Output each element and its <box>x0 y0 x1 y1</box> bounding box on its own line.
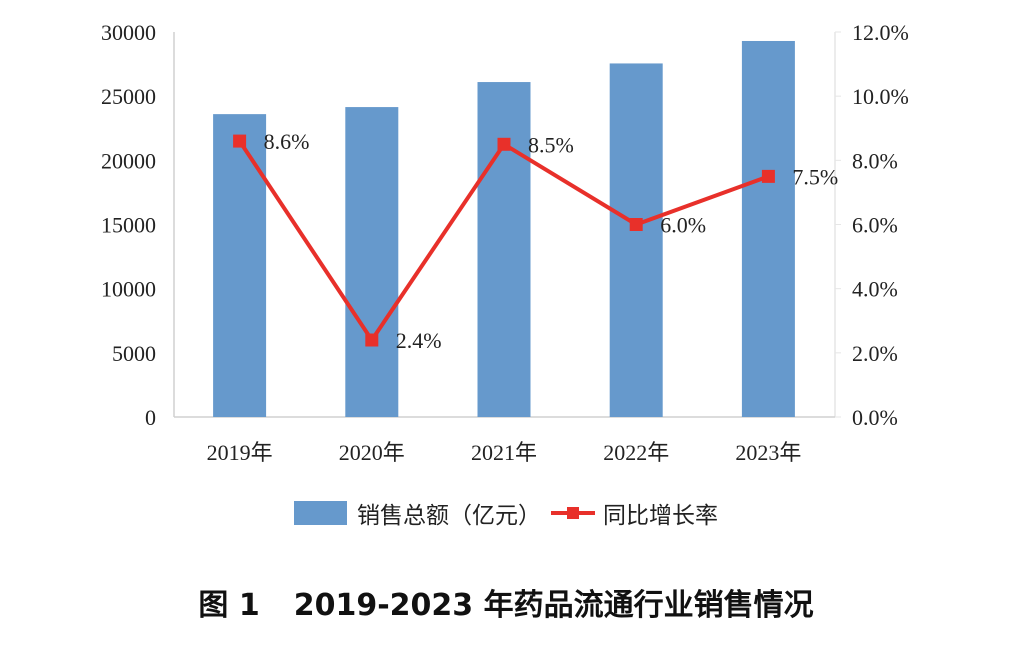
growth-rate-marker <box>629 218 643 231</box>
legend-line-label: 同比增长率 <box>603 503 718 529</box>
growth-rate-marker <box>233 134 247 148</box>
left-tick-label: 15000 <box>101 213 156 238</box>
growth-rate-marker <box>761 169 775 183</box>
x-tick-label: 2020年 <box>339 440 405 465</box>
bar <box>609 63 663 418</box>
bar <box>213 114 267 417</box>
right-tick-label: 0.0% <box>852 405 898 430</box>
figure-title: 2019-2023 年药品流通行业销售情况 <box>293 588 814 623</box>
x-tick-label: 2019年 <box>207 440 273 465</box>
x-tick-label: 2022年 <box>603 440 669 465</box>
legend-line-swatch <box>551 501 595 525</box>
legend-bar-label: 销售总额（亿元） <box>357 503 541 529</box>
combo-chart: 0 5000 10000 15000 20000 25000 30000 0.0% 2.0% 4.… <box>101 20 909 465</box>
left-tick-label: 10000 <box>101 277 156 302</box>
left-tick-label: 20000 <box>101 148 156 173</box>
figure-number: 图 1 <box>198 588 260 623</box>
data-label: 8.6% <box>264 129 310 154</box>
legend: 销售总额（亿元） 同比增长率 <box>0 496 1012 530</box>
right-tick-label: 8.0% <box>852 148 898 173</box>
data-label: 2.4% <box>396 328 442 353</box>
right-tick-label: 6.0% <box>852 213 898 238</box>
right-tick-label: 12.0% <box>852 20 909 45</box>
growth-rate-marker <box>365 333 379 347</box>
left-tick-label: 30000 <box>101 20 156 45</box>
figure-caption: 图 1 2019-2023 年药品流通行业销售情况 <box>0 580 1012 624</box>
right-tick-label: 10.0% <box>852 84 909 109</box>
left-tick-label: 0 <box>145 405 156 430</box>
bar <box>477 82 531 418</box>
x-tick-label: 2021年 <box>471 440 537 465</box>
data-label: 6.0% <box>660 213 706 238</box>
bar <box>345 107 399 417</box>
left-tick-label: 25000 <box>101 84 156 109</box>
right-tick-label: 2.0% <box>852 341 898 366</box>
left-tick-label: 5000 <box>112 341 156 366</box>
right-tick-label: 4.0% <box>852 277 898 302</box>
growth-rate-marker <box>497 137 511 151</box>
data-label: 8.5% <box>528 132 574 157</box>
x-tick-label: 2023年 <box>735 440 801 465</box>
bar <box>741 40 795 417</box>
legend-bar-swatch <box>294 501 347 525</box>
data-label: 7.5% <box>792 164 838 189</box>
